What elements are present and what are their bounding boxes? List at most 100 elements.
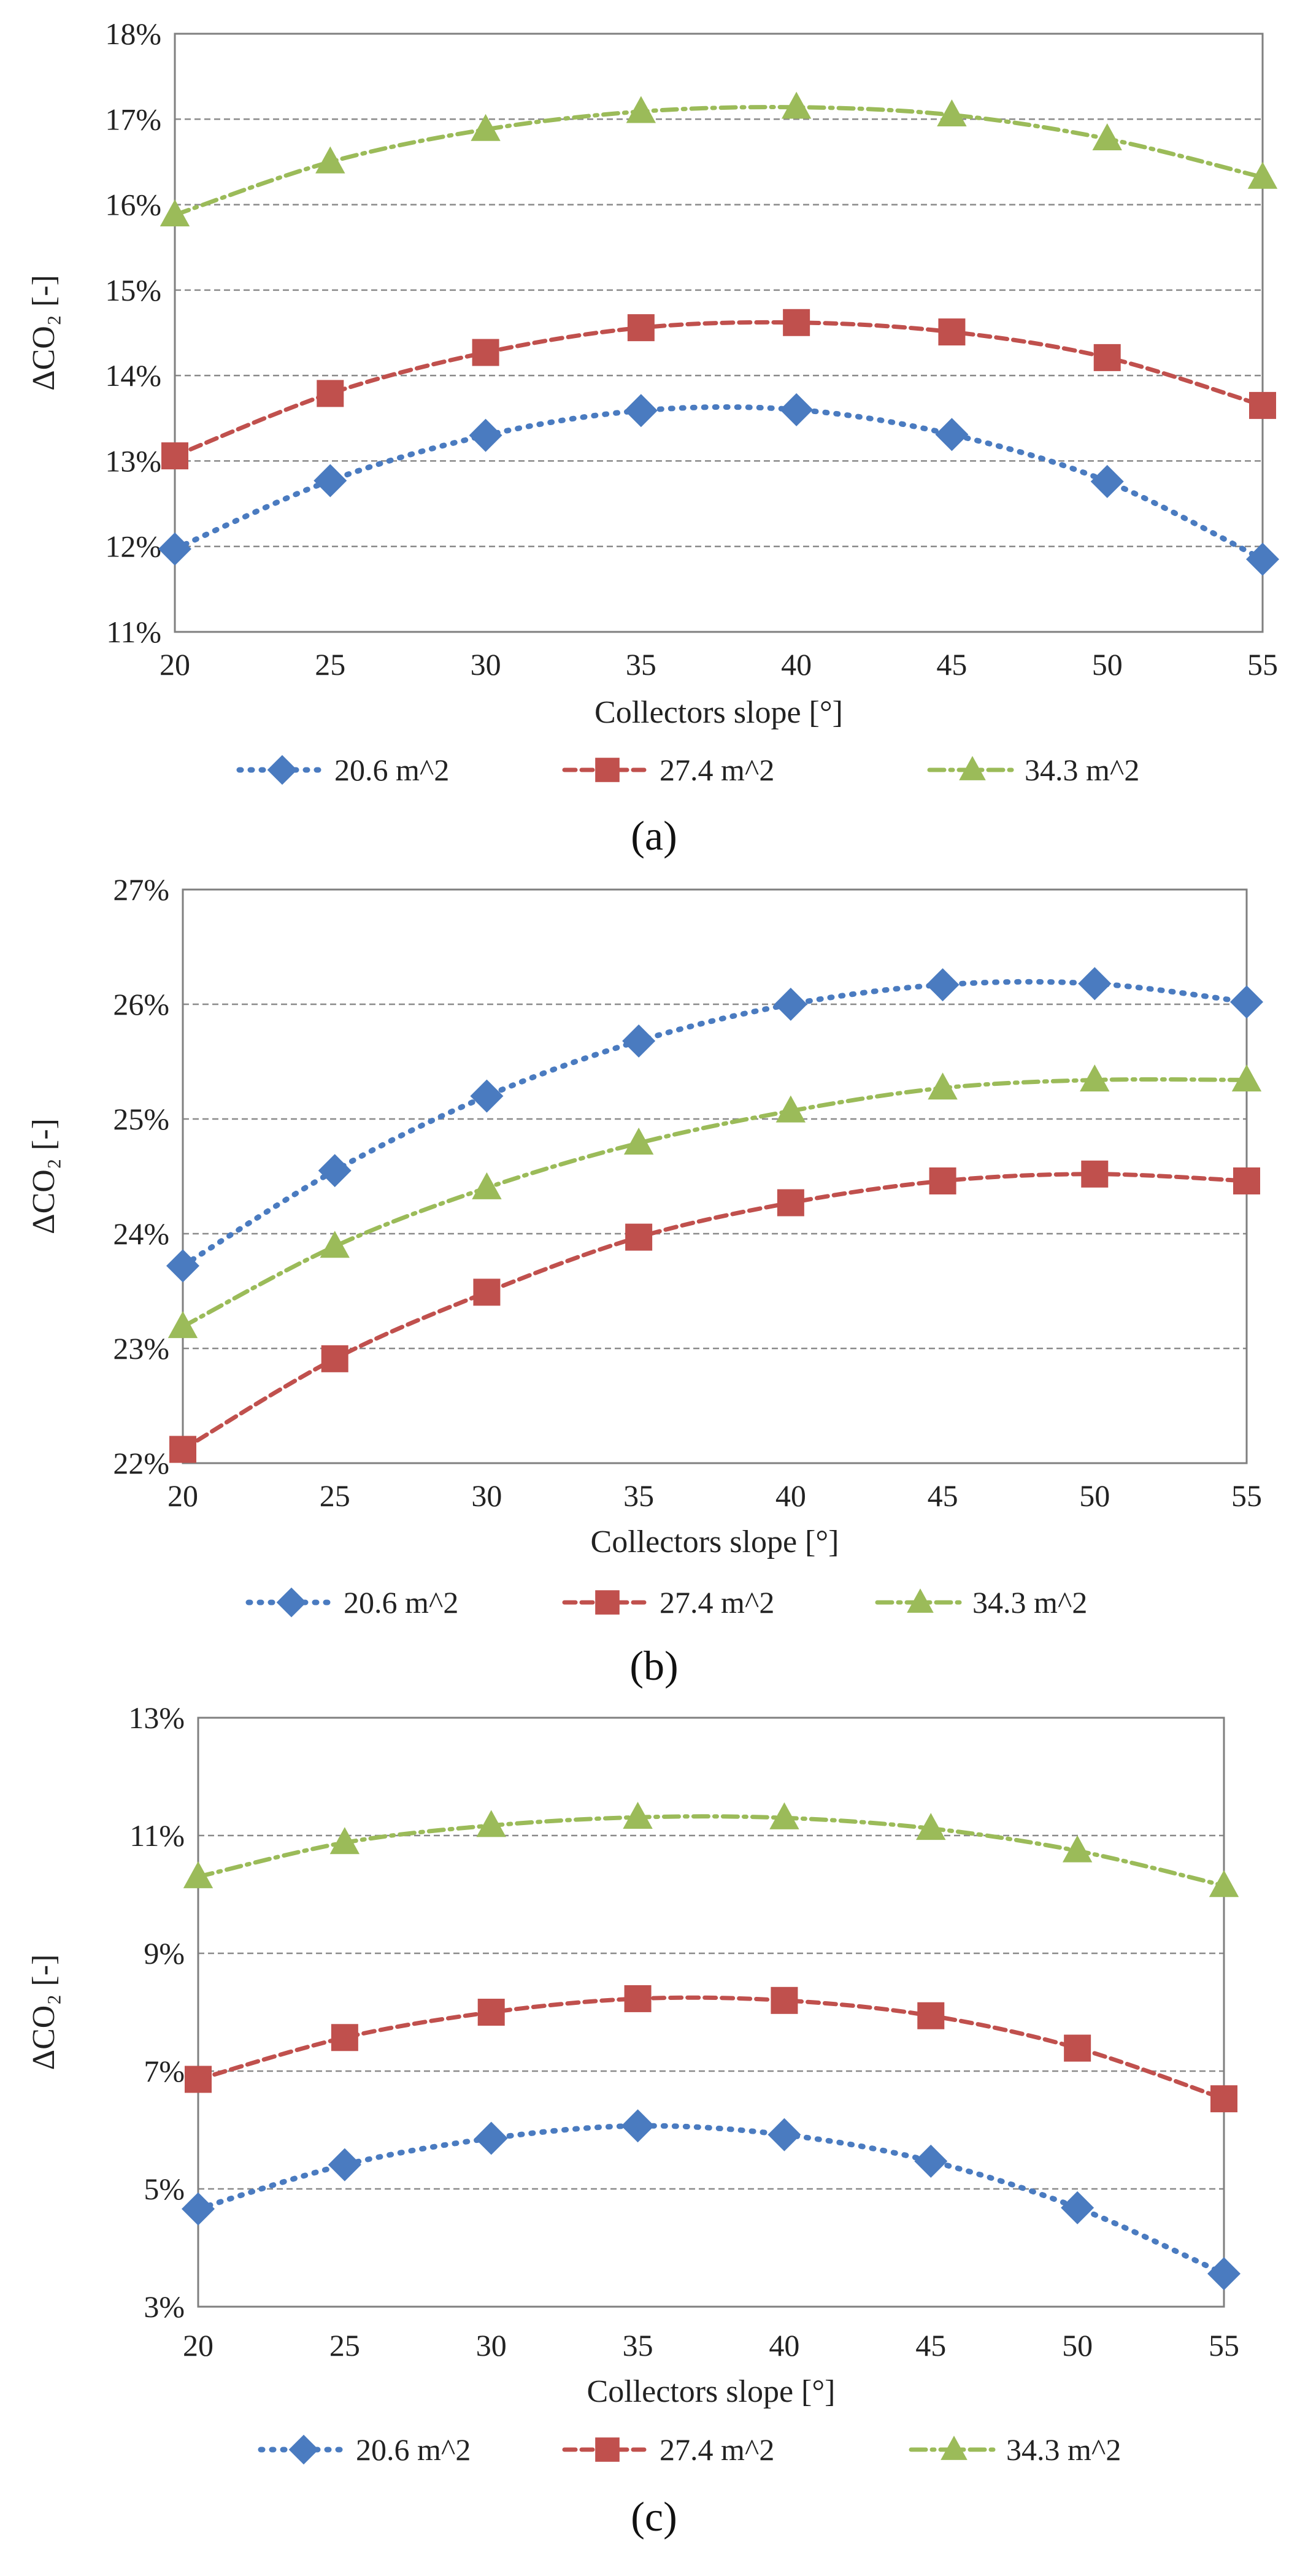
- data-point: [1210, 2085, 1237, 2113]
- data-point: [320, 1231, 350, 1258]
- data-point: [621, 2109, 655, 2143]
- data-point: [158, 532, 191, 566]
- data-point: [771, 1986, 798, 2014]
- data-point: [160, 199, 190, 226]
- data-point: [1249, 391, 1276, 419]
- legend-marker: [288, 2434, 319, 2465]
- y-tick-label: 12%: [105, 529, 161, 564]
- x-tick-label: 45: [936, 647, 967, 682]
- data-point: [767, 2118, 801, 2151]
- data-point: [929, 1167, 956, 1194]
- y-tick-label: 18%: [105, 17, 161, 51]
- chart-panel-a: 11% 12% 13% 14% 15% 16% 17% 18% 20 25 30 35 40 45 50 55…: [26, 17, 1279, 859]
- x-tick-label: 20: [160, 647, 190, 682]
- x-tick-label: 25: [329, 2328, 360, 2363]
- data-point: [916, 1813, 946, 1840]
- y-tick-label: 22%: [113, 1446, 169, 1480]
- series-line: [180, 1172, 1249, 1452]
- data-point: [1064, 2034, 1091, 2062]
- y-axis-title: ΔCO₂ [-]: [26, 1955, 61, 2070]
- data-point: [783, 309, 810, 336]
- y-tick-label: 24%: [113, 1217, 169, 1251]
- data-point: [1209, 1870, 1239, 1897]
- data-point: [780, 393, 814, 426]
- x-tick-label: 50: [1062, 2328, 1093, 2363]
- data-point: [623, 1127, 654, 1155]
- data-point: [774, 988, 807, 1021]
- data-point: [470, 1079, 504, 1113]
- legend-label: 20.6 m^2: [334, 753, 449, 787]
- x-tick-label: 20: [167, 1478, 198, 1513]
- data-point: [183, 1861, 214, 1888]
- data-point: [472, 339, 499, 366]
- series-line: [172, 320, 1265, 458]
- data-point: [926, 968, 960, 1002]
- x-tick-label: 50: [1092, 647, 1123, 682]
- y-tick-label: 5%: [144, 2172, 185, 2206]
- legend-marker: [595, 1590, 620, 1615]
- data-point: [624, 394, 658, 428]
- x-tick-label: 30: [471, 647, 501, 682]
- x-tick-label: 55: [1247, 647, 1278, 682]
- y-tick-label: 11%: [129, 1818, 185, 1853]
- x-tick-label: 25: [320, 1478, 350, 1513]
- data-point: [185, 2066, 212, 2093]
- data-point: [161, 442, 188, 470]
- data-point: [1093, 344, 1121, 371]
- x-tick-label: 40: [781, 647, 812, 682]
- y-tick-label: 26%: [113, 987, 169, 1021]
- data-point: [769, 1802, 799, 1829]
- legend-marker: [267, 755, 298, 785]
- y-tick-label: 13%: [128, 1701, 185, 1735]
- data-point: [321, 1345, 348, 1372]
- x-axis-title: Collectors slope [°]: [594, 695, 843, 730]
- data-point: [169, 1436, 196, 1463]
- data-point: [166, 1249, 199, 1283]
- data-point: [1207, 2257, 1241, 2291]
- data-point: [318, 1154, 352, 1188]
- data-point: [937, 99, 967, 127]
- data-point: [1246, 542, 1279, 576]
- data-point: [627, 314, 655, 342]
- data-point: [474, 2121, 508, 2155]
- x-tick-label: 45: [928, 1478, 958, 1513]
- data-point: [1247, 161, 1278, 189]
- data-point: [1080, 1064, 1110, 1092]
- data-point: [1230, 985, 1263, 1019]
- legend-marker: [941, 2436, 968, 2460]
- data-point: [472, 1172, 502, 1199]
- legend-marker: [907, 1588, 934, 1613]
- data-point: [625, 1223, 653, 1251]
- data-point: [626, 96, 656, 123]
- legend-marker: [276, 1587, 307, 1618]
- x-tick-label: 20: [183, 2328, 214, 2363]
- x-tick-label: 55: [1209, 2328, 1239, 2363]
- y-tick-label: 23%: [113, 1331, 169, 1366]
- data-point: [182, 2192, 215, 2226]
- legend-label: 34.3 m^2: [1006, 2432, 1121, 2467]
- panel-label: (b): [629, 1642, 678, 1689]
- data-point: [623, 1801, 653, 1829]
- x-tick-label: 40: [775, 1478, 806, 1513]
- y-tick-label: 9%: [144, 1936, 185, 1970]
- legend-label: 20.6 m^2: [344, 1585, 458, 1620]
- series-line: [172, 105, 1265, 217]
- legend-label: 27.4 m^2: [660, 2432, 774, 2467]
- legend-marker: [595, 2437, 620, 2462]
- data-point: [624, 1985, 652, 2012]
- y-tick-label: 14%: [105, 358, 161, 393]
- series-line: [172, 404, 1266, 563]
- data-point: [938, 318, 966, 346]
- plot-area: [174, 33, 1264, 633]
- data-point: [477, 1999, 505, 2026]
- data-point: [1078, 967, 1112, 1001]
- data-point: [476, 1810, 506, 1837]
- panel-label: (c): [631, 2493, 677, 2540]
- legend-label: 34.3 m^2: [972, 1585, 1087, 1620]
- y-tick-label: 16%: [105, 188, 161, 222]
- data-point: [328, 2148, 361, 2182]
- legend-marker: [959, 756, 986, 780]
- data-point: [777, 1189, 804, 1217]
- legend: 20.6 m^2 27.4 m^2 34.3 m^2: [236, 753, 1139, 787]
